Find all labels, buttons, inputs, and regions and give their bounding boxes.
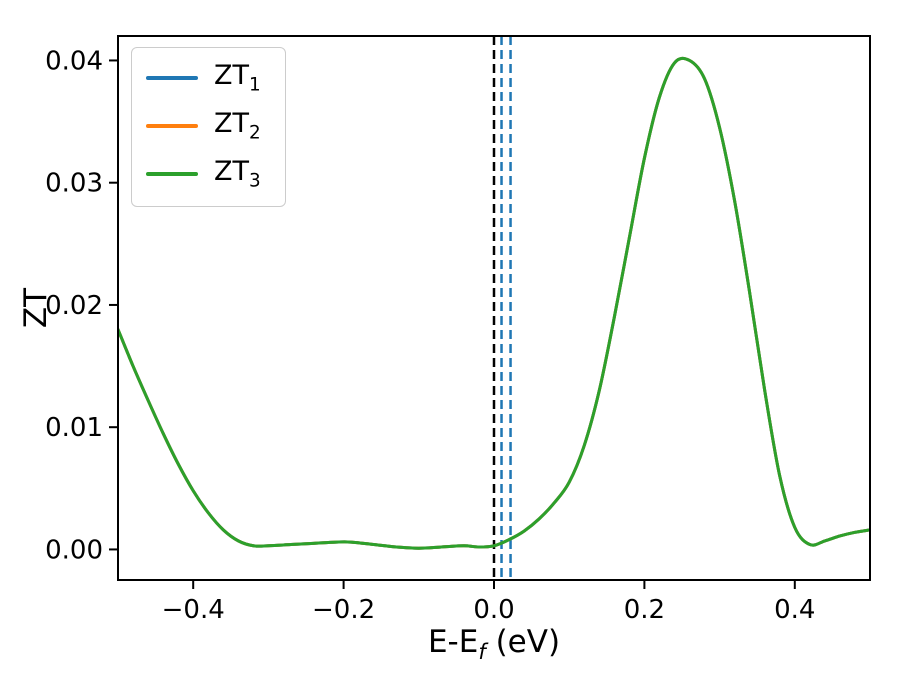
- legend-label-zt2: ZT2: [214, 108, 261, 144]
- x-tick-label: 0.2: [624, 595, 665, 625]
- x-tick-label: −0.2: [312, 595, 375, 625]
- legend-label-zt3: ZT3: [214, 156, 261, 192]
- x-tick-label: 0.4: [774, 595, 815, 625]
- legend-entry-zt2: ZT2: [146, 104, 261, 148]
- legend-label-zt1: ZT1: [214, 60, 261, 96]
- x-tick-label: −0.4: [162, 595, 225, 625]
- x-axis-label-sub: f: [478, 639, 486, 665]
- legend-line-zt1: [146, 76, 198, 80]
- x-axis-label-main: E-E: [427, 624, 479, 660]
- y-tick-label: 0.01: [45, 413, 103, 443]
- series-line-zt3: [118, 56, 870, 550]
- y-tick-label: 0.00: [45, 535, 103, 565]
- legend-entry-zt3: ZT3: [146, 152, 261, 196]
- legend-line-zt2: [146, 124, 198, 128]
- y-tick-label: 0.03: [45, 169, 103, 199]
- x-axis-label-unit: (eV): [485, 624, 561, 660]
- x-axis-label: E-Ef (eV): [428, 624, 560, 664]
- y-axis-label: ZT: [18, 287, 54, 329]
- x-tick-label: 0.0: [473, 595, 514, 625]
- y-tick-label: 0.04: [45, 46, 103, 76]
- y-tick-label: 0.02: [45, 291, 103, 321]
- legend-line-zt3: [146, 172, 198, 176]
- legend: ZT1 ZT2 ZT3: [131, 47, 286, 207]
- legend-entry-zt1: ZT1: [146, 56, 261, 100]
